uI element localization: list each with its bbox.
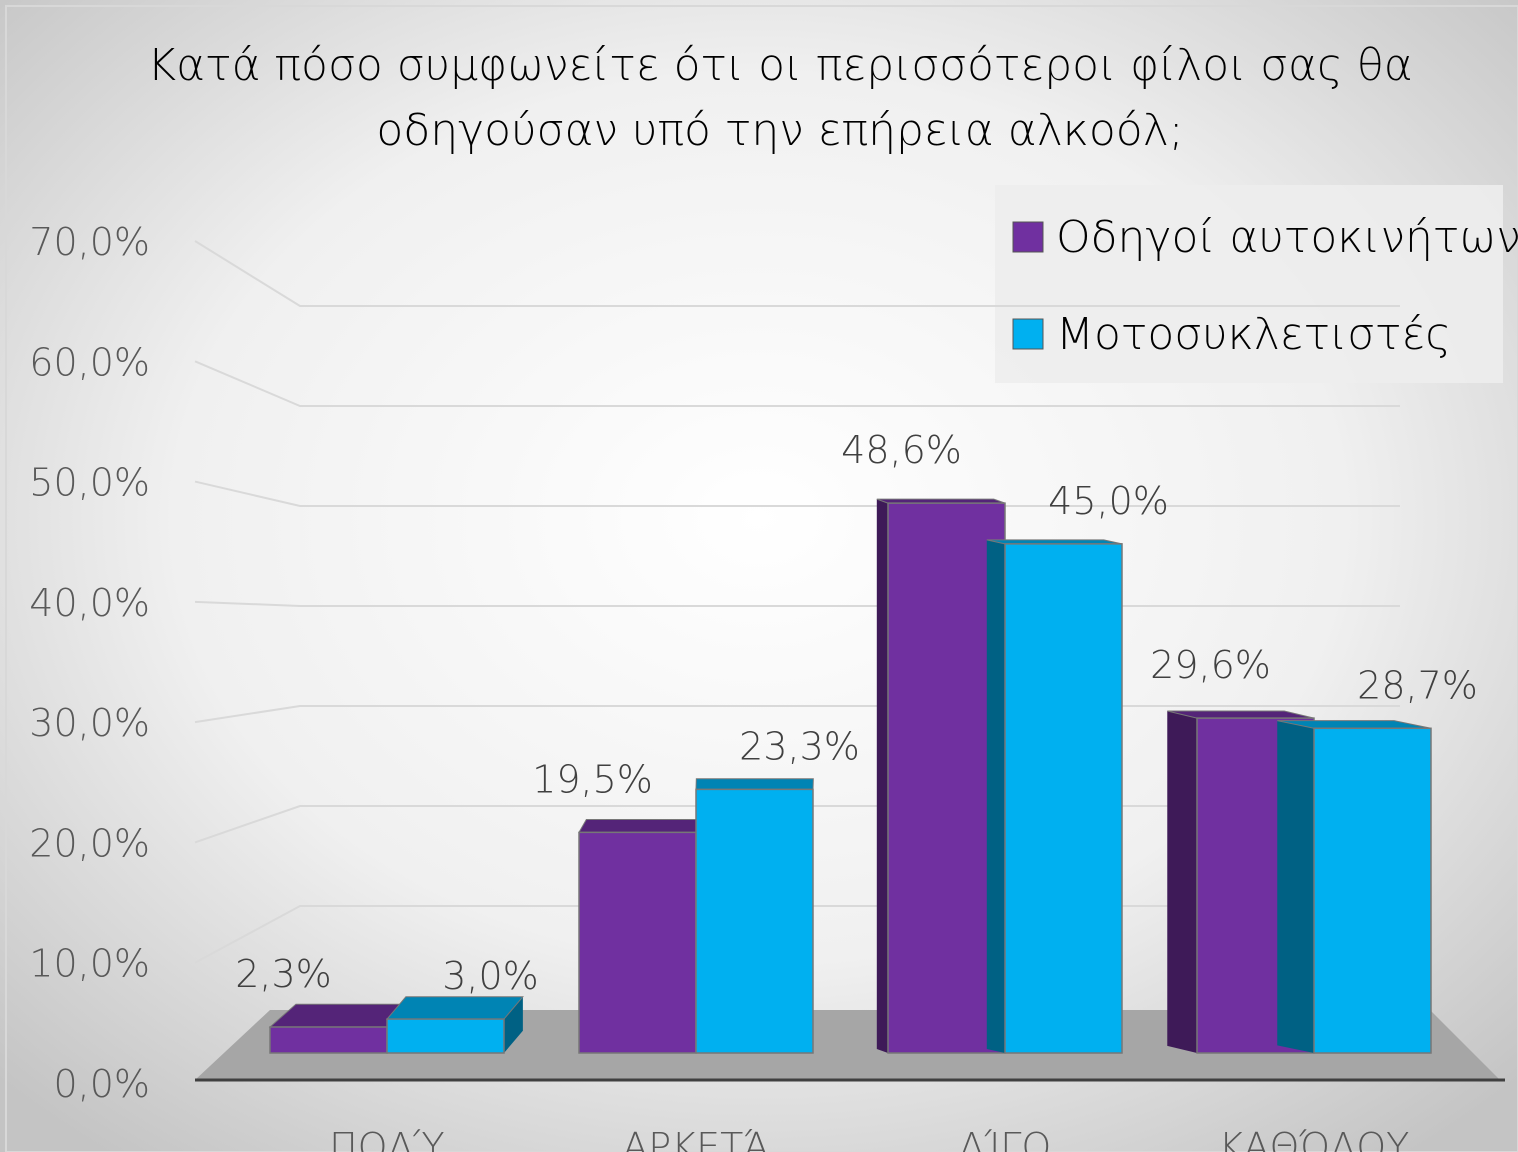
data-label: 28,7% <box>1357 663 1478 707</box>
x-tick-label: ΠΟΛΎ <box>329 1125 445 1152</box>
data-label: 19,5% <box>532 757 653 801</box>
data-label: 2,3% <box>235 952 332 996</box>
legend-swatch <box>1012 318 1044 350</box>
bar <box>1004 543 1123 1054</box>
legend-swatch <box>1012 221 1044 253</box>
bar-side <box>1167 711 1197 1053</box>
bar-top <box>578 819 705 833</box>
bar <box>695 788 814 1054</box>
bar-top <box>695 778 814 790</box>
bar-side <box>986 539 1005 1053</box>
x-tick-label: ΛΊΓΟ <box>959 1125 1052 1152</box>
grid-line <box>194 480 1400 507</box>
chart-title: Κατά πόσο συμφωνείτε ότι οι περισσότεροι… <box>147 40 1413 91</box>
legend <box>995 185 1503 383</box>
border <box>5 5 1518 1152</box>
data-label: 3,0% <box>442 954 539 998</box>
y-tick-label: 20,0% <box>29 821 150 865</box>
y-tick-label: 10,0% <box>29 942 150 986</box>
bar <box>887 502 1006 1054</box>
y-tick-label: 30,0% <box>29 701 150 745</box>
bar-top <box>385 996 524 1020</box>
grid-line <box>194 360 1400 407</box>
y-tick-label: 0,0% <box>53 1062 150 1106</box>
bar-side <box>504 996 523 1053</box>
data-label: 23,3% <box>739 724 860 768</box>
y-tick-label: 40,0% <box>29 581 150 625</box>
y-tick-label: 50,0% <box>29 461 150 505</box>
y-tick-label: 60,0% <box>29 340 150 384</box>
bar <box>386 1018 505 1054</box>
bar <box>578 831 697 1054</box>
bar <box>1313 727 1432 1054</box>
x-tick-label: ΑΡΚΕΤΆ <box>622 1125 769 1152</box>
legend-label: Οδηγοί αυτοκινήτων <box>1056 212 1518 263</box>
data-label: 29,6% <box>1150 643 1271 687</box>
data-label: 48,6% <box>841 428 962 472</box>
legend-label: Μοτοσυκλετιστές <box>1056 309 1451 360</box>
grid-line <box>194 240 1400 307</box>
x-tick-label: ΚΑΘΌΛΟΥ <box>1219 1125 1410 1152</box>
data-label: 45,0% <box>1048 479 1169 523</box>
bar-side <box>876 499 888 1053</box>
bar-side <box>1277 720 1314 1053</box>
bar <box>269 1026 388 1054</box>
y-tick-label: 70,0% <box>29 220 150 264</box>
chart-title: οδηγούσαν υπό την επήρεια αλκοόλ; <box>376 105 1183 156</box>
